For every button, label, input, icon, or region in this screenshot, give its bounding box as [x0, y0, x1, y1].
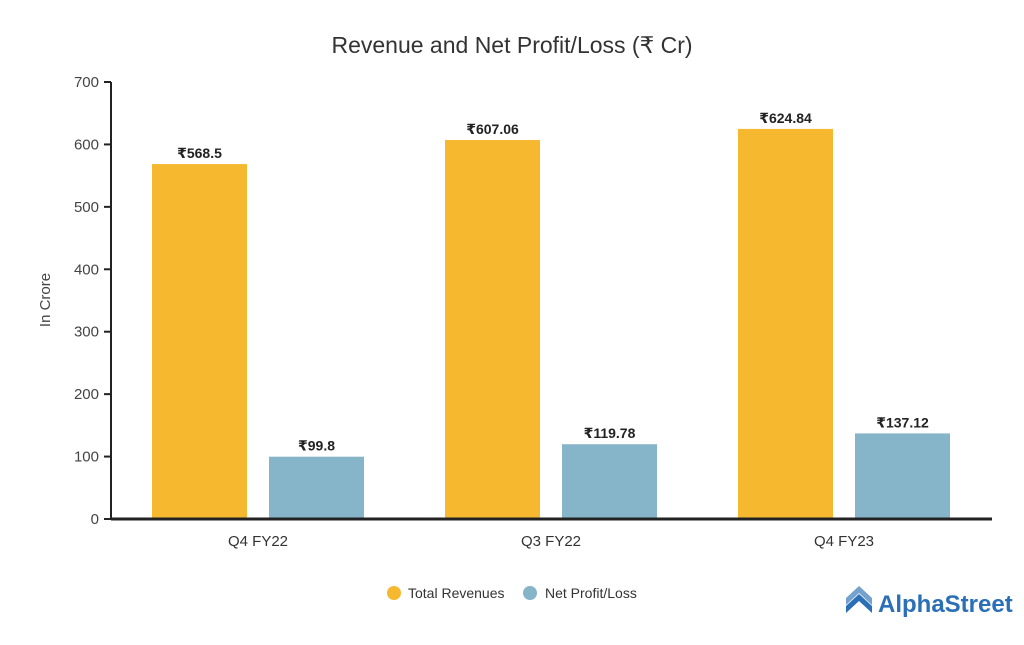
y-axis-label: In Crore	[37, 273, 54, 327]
plot-area: 0 100 200 300 400 500 600 700 In Crore ₹568.5 ₹607…	[37, 74, 992, 550]
chart-title: Revenue and Net Profit/Loss (₹ Cr)	[331, 32, 692, 58]
alphastreet-logo-icon	[846, 586, 872, 613]
y-tick-label: 700	[74, 74, 99, 91]
y-tick-label: 500	[74, 199, 99, 216]
brand-name: AlphaStreet	[878, 591, 1013, 618]
x-category-label: Q4 FY22	[228, 533, 288, 550]
y-tick-label: 600	[74, 136, 99, 153]
y-tick-label: 300	[74, 324, 99, 341]
legend-marker-profit	[523, 586, 537, 600]
bar-value-label: ₹607.06	[466, 121, 519, 137]
legend-label: Total Revenues	[408, 585, 505, 601]
bar-value-label: ₹99.8	[298, 438, 335, 454]
legend: Total Revenues Net Profit/Loss	[387, 585, 637, 601]
bar-value-label: ₹568.5	[177, 145, 222, 161]
legend-marker-revenue	[387, 586, 401, 600]
profit-bar	[855, 433, 950, 519]
revenue-bar	[445, 140, 540, 519]
bar-value-label: ₹137.12	[876, 414, 929, 430]
y-tick-label: 200	[74, 386, 99, 403]
profit-bar	[269, 456, 364, 519]
bar-value-label: ₹119.78	[584, 425, 636, 441]
revenue-bar	[738, 128, 833, 519]
legend-label: Net Profit/Loss	[545, 585, 637, 601]
x-category-label: Q3 FY22	[521, 533, 581, 550]
x-category-label: Q4 FY23	[814, 533, 874, 550]
y-tick-label: 400	[74, 261, 99, 278]
y-tick-label: 100	[74, 449, 99, 466]
revenue-bar	[152, 164, 247, 519]
bar-value-label: ₹624.84	[759, 110, 812, 126]
y-tick-label: 0	[91, 511, 99, 528]
brand-logo: AlphaStreet	[846, 586, 1013, 618]
profit-bar	[562, 444, 657, 519]
